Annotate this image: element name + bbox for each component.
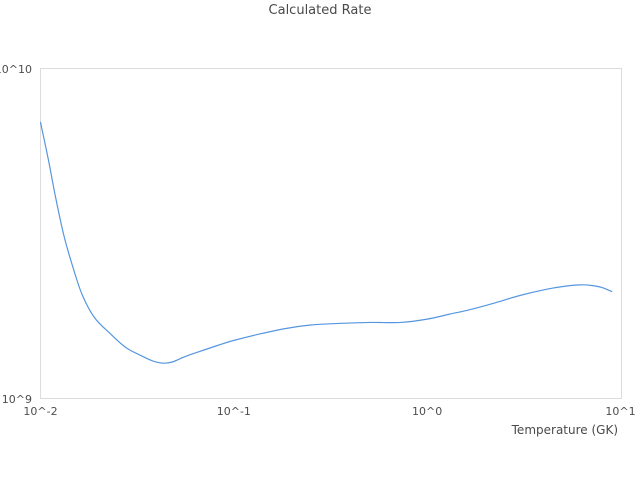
x-axis-title: Temperature (GK) <box>511 423 618 437</box>
x-tick-label: 10^-1 <box>216 405 251 418</box>
chart-title: Calculated Rate <box>268 3 372 18</box>
plot-area <box>40 68 622 399</box>
y-tick-label: 10^10 <box>0 62 32 76</box>
y-tick-label: 10^9 <box>1 392 32 406</box>
x-tick-label: 10^1 <box>605 405 636 418</box>
x-tick-label: 10^0 <box>412 405 443 418</box>
x-tick-label: 10^-2 <box>23 405 58 418</box>
